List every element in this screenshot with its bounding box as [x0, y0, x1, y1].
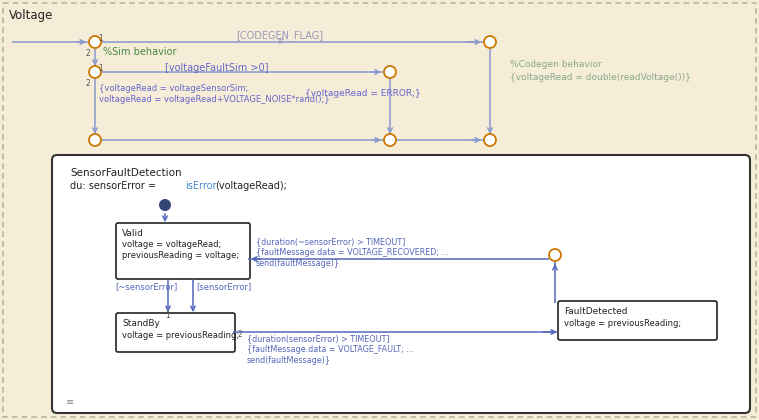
Text: [CODEGEN_FLAG]: [CODEGEN_FLAG] [237, 30, 323, 41]
Text: {voltageRead = double(readVoltage())}: {voltageRead = double(readVoltage())} [510, 73, 691, 82]
Text: StandBy: StandBy [122, 319, 160, 328]
Text: voltage = previousReading;: voltage = previousReading; [564, 319, 681, 328]
Circle shape [89, 36, 101, 48]
Circle shape [484, 134, 496, 146]
FancyBboxPatch shape [116, 223, 250, 279]
Text: {faultMessage.data = VOLTAGE_FAULT; ...: {faultMessage.data = VOLTAGE_FAULT; ... [247, 345, 414, 354]
Text: {duration(sensorError) > TIMEOUT]: {duration(sensorError) > TIMEOUT] [247, 334, 389, 343]
Circle shape [89, 66, 101, 78]
FancyBboxPatch shape [52, 155, 750, 413]
Text: 2: 2 [238, 330, 243, 339]
Text: [~sensorError]: [~sensorError] [115, 282, 178, 291]
Text: 2: 2 [86, 79, 91, 88]
Text: (voltageRead);: (voltageRead); [215, 181, 287, 191]
Text: isError: isError [185, 181, 216, 191]
Circle shape [384, 66, 396, 78]
Text: [sensorError]: [sensorError] [196, 282, 251, 291]
Text: {voltageRead = ERROR;}: {voltageRead = ERROR;} [305, 89, 420, 98]
Circle shape [89, 134, 101, 146]
Text: du: sensorError =: du: sensorError = [70, 181, 159, 191]
Circle shape [159, 199, 171, 211]
FancyBboxPatch shape [558, 301, 717, 340]
Text: %Sim behavior: %Sim behavior [103, 47, 177, 57]
FancyBboxPatch shape [3, 3, 756, 417]
Text: {faultMessage.data = VOLTAGE_RECOVERED; ...: {faultMessage.data = VOLTAGE_RECOVERED; … [256, 248, 449, 257]
Text: Voltage: Voltage [9, 9, 53, 22]
Text: Valid: Valid [122, 229, 144, 238]
Text: 1: 1 [165, 311, 170, 320]
Text: 1: 1 [98, 64, 102, 73]
Text: voltage = previousReading;: voltage = previousReading; [122, 331, 239, 340]
Circle shape [484, 36, 496, 48]
Circle shape [549, 249, 561, 261]
Text: send(faultMessage)}: send(faultMessage)} [247, 356, 331, 365]
Circle shape [384, 134, 396, 146]
Text: 2: 2 [86, 49, 91, 58]
Text: send(faultMessage)}: send(faultMessage)} [256, 259, 340, 268]
Text: {voltageRead = voltageSensorSim;: {voltageRead = voltageSensorSim; [99, 84, 248, 93]
Text: #: # [276, 37, 284, 46]
Text: {duration(~sensorError) > TIMEOUT]: {duration(~sensorError) > TIMEOUT] [256, 237, 405, 246]
Text: SensorFaultDetection: SensorFaultDetection [70, 168, 181, 178]
Text: voltage = voltageRead;: voltage = voltageRead; [122, 240, 222, 249]
Text: ≡: ≡ [66, 397, 74, 407]
Text: 1: 1 [98, 34, 102, 43]
Text: voltageRead = voltageRead+VOLTAGE_NOISE*rand();}: voltageRead = voltageRead+VOLTAGE_NOISE*… [99, 95, 329, 104]
Text: [voltageFaultSim >0]: [voltageFaultSim >0] [165, 63, 269, 73]
Text: %Codegen behavior: %Codegen behavior [510, 60, 602, 69]
FancyBboxPatch shape [116, 313, 235, 352]
Text: previousReading = voltage;: previousReading = voltage; [122, 251, 239, 260]
Text: FaultDetected: FaultDetected [564, 307, 628, 316]
